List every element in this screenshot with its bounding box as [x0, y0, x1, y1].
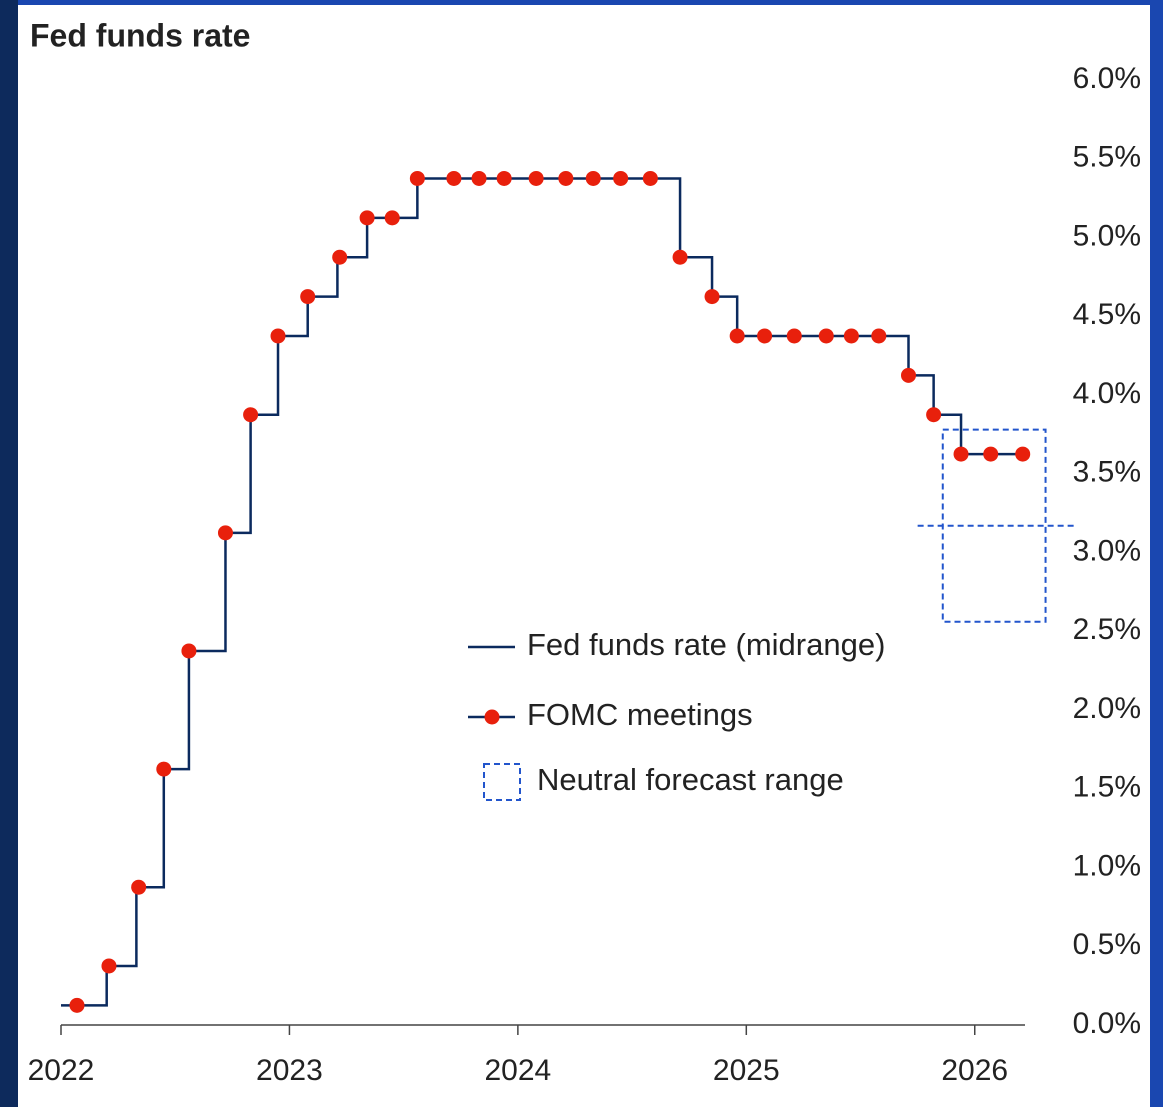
meeting-dot — [384, 210, 400, 226]
y-tick-label: 0.5% — [1073, 928, 1141, 961]
chart-title: Fed funds rate — [30, 17, 250, 53]
y-tick-label: 4.5% — [1073, 298, 1141, 331]
meeting-dot — [672, 249, 688, 265]
meeting-dot — [900, 367, 916, 383]
legend-dot — [484, 709, 500, 725]
meeting-dot — [471, 170, 487, 186]
meeting-dot — [729, 328, 745, 344]
meeting-dot — [953, 446, 969, 462]
y-tick-label: 4.0% — [1073, 377, 1141, 410]
meeting-dot — [359, 210, 375, 226]
legend-label: Neutral forecast range — [537, 762, 844, 797]
x-tick-label: 2024 — [484, 1054, 551, 1087]
meeting-dot — [757, 328, 773, 344]
meeting-dot — [243, 407, 259, 423]
meeting-dot — [496, 170, 512, 186]
meeting-dot — [131, 879, 147, 895]
meeting-dot — [181, 643, 197, 659]
meeting-dot — [409, 170, 425, 186]
meeting-dot — [642, 170, 658, 186]
frame-left — [0, 0, 18, 1107]
x-tick-label: 2026 — [941, 1054, 1008, 1087]
y-tick-label: 3.0% — [1073, 534, 1141, 567]
meeting-dot — [101, 958, 117, 974]
meeting-dot — [585, 170, 601, 186]
meeting-dot — [818, 328, 834, 344]
y-tick-label: 0.0% — [1073, 1007, 1141, 1040]
x-tick-label: 2023 — [256, 1054, 323, 1087]
meeting-dot — [156, 761, 172, 777]
y-tick-label: 2.0% — [1073, 692, 1141, 725]
meeting-dot — [843, 328, 859, 344]
y-tick-label: 5.0% — [1073, 219, 1141, 252]
meeting-dot — [983, 446, 999, 462]
y-tick-label: 1.5% — [1073, 771, 1141, 804]
meeting-dot — [446, 170, 462, 186]
meeting-dot — [613, 170, 629, 186]
y-tick-label: 3.5% — [1073, 456, 1141, 489]
meeting-dot — [300, 289, 316, 305]
meeting-dot — [332, 249, 348, 265]
meeting-dot — [270, 328, 286, 344]
y-tick-label: 5.5% — [1073, 141, 1141, 174]
y-tick-label: 1.0% — [1073, 849, 1141, 882]
meeting-dot — [528, 170, 544, 186]
meeting-dot — [69, 997, 85, 1013]
meeting-dot — [786, 328, 802, 344]
meeting-dot — [1015, 446, 1031, 462]
meeting-dot — [558, 170, 574, 186]
meeting-dot — [926, 407, 942, 423]
y-tick-label: 2.5% — [1073, 613, 1141, 646]
meeting-dot — [871, 328, 887, 344]
legend-box — [483, 763, 521, 801]
legend-label: Fed funds rate (midrange) — [527, 627, 885, 662]
x-tick-label: 2022 — [28, 1054, 95, 1087]
legend-label: FOMC meetings — [527, 697, 753, 732]
meeting-dot — [704, 289, 720, 305]
x-tick-label: 2025 — [713, 1054, 780, 1087]
y-tick-label: 6.0% — [1073, 62, 1141, 95]
meeting-dot — [217, 525, 233, 541]
rate-line — [61, 177, 1025, 1007]
panel — [18, 5, 1150, 1107]
